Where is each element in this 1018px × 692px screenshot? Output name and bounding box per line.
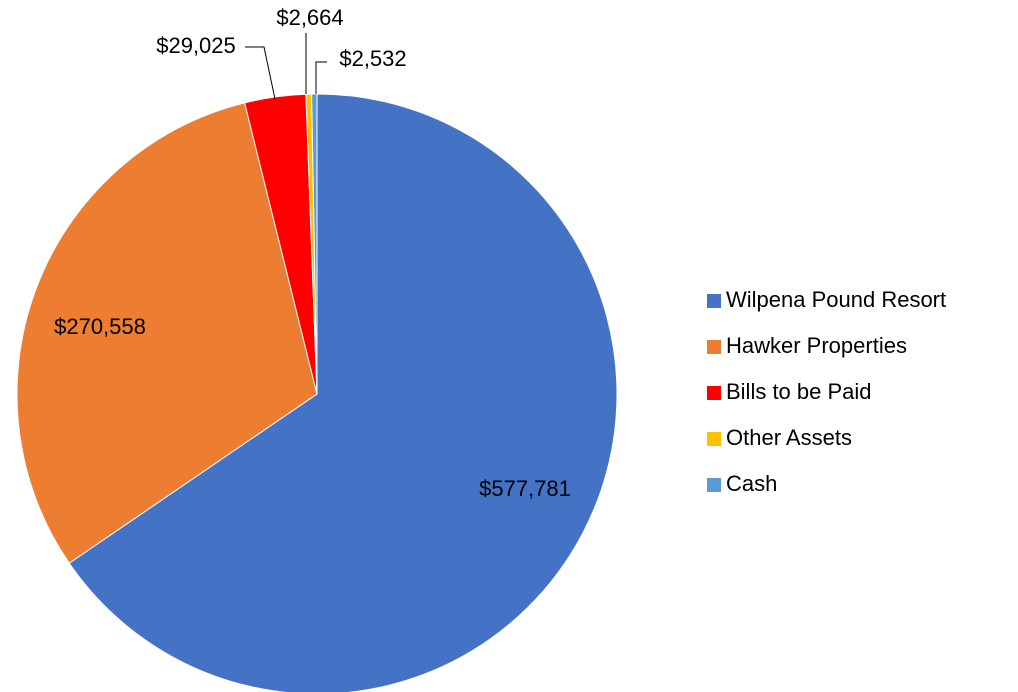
- legend-swatch: [707, 294, 721, 308]
- pie-slice: [68, 93, 618, 692]
- data-label: $29,025: [156, 33, 236, 58]
- legend-label: Cash: [726, 471, 777, 496]
- legend-label: Wilpena Pound Resort: [726, 287, 946, 312]
- legend-label: Hawker Properties: [726, 333, 907, 358]
- legend-swatch: [707, 386, 721, 400]
- data-label: $2,664: [276, 5, 343, 30]
- legend-swatch: [707, 432, 721, 446]
- pie-slice: [311, 93, 318, 395]
- data-label: $270,558: [54, 314, 146, 339]
- pie-slice: [16, 102, 318, 564]
- legend-label: Other Assets: [726, 425, 852, 450]
- legend-swatch: [707, 478, 721, 492]
- data-label: $2,532: [339, 46, 406, 71]
- leader-line: [315, 61, 327, 94]
- data-label: $577,781: [479, 476, 571, 501]
- leader-line: [245, 46, 276, 100]
- legend-label: Bills to be Paid: [726, 379, 872, 404]
- legend-swatch: [707, 340, 721, 354]
